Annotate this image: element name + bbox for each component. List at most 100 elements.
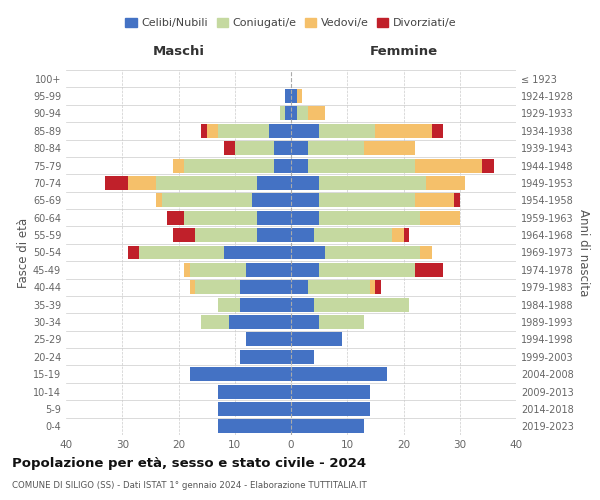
Bar [308, 158, 415, 172]
Bar [128, 176, 156, 190]
Bar [218, 402, 291, 416]
Bar [128, 246, 139, 260]
Bar [404, 228, 409, 242]
Bar [421, 246, 431, 260]
Bar [167, 211, 184, 224]
Bar [218, 420, 291, 434]
Bar [291, 176, 319, 190]
Bar [319, 211, 421, 224]
Bar [296, 106, 308, 120]
Bar [319, 194, 415, 207]
Bar [190, 263, 246, 277]
Bar [421, 211, 460, 224]
Bar [376, 280, 381, 294]
Bar [269, 124, 291, 138]
Bar [308, 280, 370, 294]
Bar [184, 158, 274, 172]
Bar [415, 158, 482, 172]
Bar [190, 280, 196, 294]
Text: Popolazione per età, sesso e stato civile - 2024: Popolazione per età, sesso e stato civil… [12, 458, 366, 470]
Bar [173, 228, 196, 242]
Bar [482, 158, 493, 172]
Bar [291, 106, 296, 120]
Y-axis label: Fasce di età: Fasce di età [17, 218, 30, 288]
Bar [296, 89, 302, 103]
Bar [196, 280, 241, 294]
Bar [291, 228, 314, 242]
Bar [196, 228, 257, 242]
Bar [257, 228, 291, 242]
Bar [431, 124, 443, 138]
Bar [291, 332, 341, 346]
Bar [314, 228, 392, 242]
Legend: Celibi/Nubili, Coniugati/e, Vedovi/e, Divorziati/e: Celibi/Nubili, Coniugati/e, Vedovi/e, Di… [121, 14, 461, 33]
Bar [291, 142, 308, 155]
Bar [291, 124, 319, 138]
Bar [364, 142, 415, 155]
Bar [319, 176, 426, 190]
Bar [314, 298, 409, 312]
Bar [235, 142, 274, 155]
Bar [291, 246, 325, 260]
Bar [274, 142, 291, 155]
Bar [241, 350, 291, 364]
Bar [184, 263, 190, 277]
Bar [415, 263, 443, 277]
Bar [291, 211, 319, 224]
Bar [291, 384, 370, 398]
Bar [223, 246, 291, 260]
Bar [241, 298, 291, 312]
Y-axis label: Anni di nascita: Anni di nascita [577, 209, 590, 296]
Bar [325, 246, 421, 260]
Bar [106, 176, 128, 190]
Bar [308, 106, 325, 120]
Text: Femmine: Femmine [370, 45, 437, 58]
Bar [201, 315, 229, 329]
Bar [201, 124, 206, 138]
Bar [218, 384, 291, 398]
Bar [319, 124, 376, 138]
Bar [206, 124, 218, 138]
Bar [454, 194, 460, 207]
Bar [291, 194, 319, 207]
Text: Maschi: Maschi [152, 45, 205, 58]
Bar [161, 194, 251, 207]
Bar [139, 246, 223, 260]
Bar [184, 211, 257, 224]
Bar [241, 280, 291, 294]
Bar [286, 106, 291, 120]
Text: COMUNE DI SILIGO (SS) - Dati ISTAT 1° gennaio 2024 - Elaborazione TUTTITALIA.IT: COMUNE DI SILIGO (SS) - Dati ISTAT 1° ge… [12, 481, 367, 490]
Bar [291, 158, 308, 172]
Bar [257, 176, 291, 190]
Bar [156, 176, 257, 190]
Bar [426, 176, 466, 190]
Bar [376, 124, 431, 138]
Bar [370, 280, 376, 294]
Bar [415, 194, 454, 207]
Bar [229, 315, 291, 329]
Bar [308, 142, 364, 155]
Bar [291, 350, 314, 364]
Bar [291, 402, 370, 416]
Bar [280, 106, 286, 120]
Bar [291, 89, 296, 103]
Bar [319, 263, 415, 277]
Bar [173, 158, 184, 172]
Bar [223, 142, 235, 155]
Bar [291, 420, 364, 434]
Bar [319, 315, 364, 329]
Bar [291, 367, 386, 381]
Bar [274, 158, 291, 172]
Bar [291, 315, 319, 329]
Bar [286, 89, 291, 103]
Bar [291, 263, 319, 277]
Bar [246, 332, 291, 346]
Bar [291, 280, 308, 294]
Bar [190, 367, 291, 381]
Bar [218, 298, 241, 312]
Bar [218, 124, 269, 138]
Bar [257, 211, 291, 224]
Bar [291, 298, 314, 312]
Bar [156, 194, 161, 207]
Bar [246, 263, 291, 277]
